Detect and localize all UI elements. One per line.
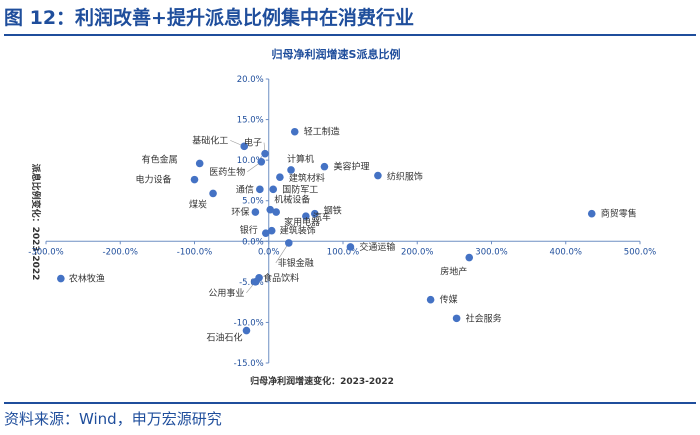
point-label: 轻工制造 [304, 126, 340, 138]
x-tick-label: 200.0% [401, 247, 433, 257]
x-tick-label: -200.0% [103, 247, 138, 257]
y-tick-label: 5.0% [242, 197, 264, 207]
data-point [269, 185, 278, 194]
x-tick-label: 0.0% [258, 247, 280, 257]
data-point [272, 208, 280, 216]
data-point [240, 142, 249, 151]
data-point [290, 127, 299, 136]
y-tick-label: -5.0% [239, 278, 264, 288]
point-label: 电子 [244, 137, 262, 149]
point-label: 家用电器 [284, 216, 320, 228]
chart-title: 归母净利润增速S派息比例 [272, 47, 401, 61]
data-point [587, 209, 596, 218]
data-point [465, 253, 474, 262]
point-label: 传媒 [440, 294, 458, 306]
axes: -300.0% -200.0% -100.0% 0.0% 100.0% 200.0% 300… [28, 75, 656, 369]
scatter-chart: 归母净利润增速S派息比例 归母净利润增速变化：2023-2022 派息比例变化：… [28, 47, 656, 387]
data-point [276, 173, 284, 181]
data-point [251, 208, 260, 216]
data-point [302, 212, 310, 220]
point-label: 钢铁 [324, 205, 342, 217]
data-point [310, 209, 319, 218]
data-point [190, 175, 199, 184]
y-tick-label: -10.0% [234, 318, 264, 328]
y-tick-label: 15.0% [237, 116, 264, 126]
data-point [57, 274, 65, 283]
x-tick-label: 300.0% [475, 247, 507, 257]
figure-title: 图 12：利润改善+提升派息比例集中在消费行业 [4, 2, 696, 36]
point-label: 农林牧渔 [69, 273, 105, 285]
data-point [287, 166, 295, 174]
source-note: 资料来源：Wind，申万宏源研究 [4, 402, 696, 434]
point-label: 石油石化 [206, 332, 242, 344]
point-label: 房地产 [440, 266, 467, 278]
y-tick-label: 0.0% [242, 237, 264, 247]
point-label: 有色金属 [142, 153, 178, 165]
x-tick-label: 500.0% [624, 247, 656, 257]
data-point [251, 278, 260, 286]
y-tick-label: 20.0% [237, 75, 264, 85]
y-tick-label: -15.0% [234, 359, 264, 369]
data-point [256, 185, 264, 194]
point-label: 食品饮料 [263, 272, 299, 284]
data-point [261, 149, 269, 158]
point-label: 通信 [236, 183, 254, 195]
point-label: 非银金融 [278, 257, 314, 269]
point-label: 美容护理 [333, 161, 369, 173]
data-point [266, 205, 275, 214]
x-tick-label: -300.0% [28, 247, 63, 257]
y-axis-title: 派息比例变化：2023-2022 [30, 164, 42, 281]
point-label: 社会服务 [466, 312, 502, 324]
point-label: 机械设备 [274, 194, 310, 206]
data-point [242, 326, 251, 335]
data-point [284, 239, 293, 247]
x-axis-title: 归母净利润增速变化：2023-2022 [250, 375, 394, 387]
point-label: 纺织服饰 [387, 171, 423, 183]
x-tick-label: 400.0% [550, 247, 582, 257]
point-label: 公用事业 [208, 287, 244, 299]
point-label: 煤炭 [189, 198, 207, 210]
data-point [257, 157, 266, 166]
point-label: 电力设备 [135, 174, 171, 186]
point-label: 计算机 [287, 153, 314, 165]
point-label: 建筑材料 [289, 172, 325, 184]
y-tick-label: 10.0% [237, 156, 264, 166]
point-label: 银行 [240, 224, 258, 236]
data-points [57, 127, 596, 335]
point-label: 环保 [231, 206, 249, 218]
leader-line [275, 242, 290, 264]
x-tick-label: -100.0% [177, 247, 212, 257]
data-point [374, 171, 382, 180]
data-point [209, 189, 217, 198]
point-label: 医药生物 [209, 166, 245, 178]
point-label: 交通运输 [359, 241, 395, 253]
point-label: 基础化工 [192, 134, 228, 146]
point-label: 国防军工 [282, 183, 318, 195]
point-label: 建筑装饰 [280, 225, 316, 237]
data-point [346, 243, 355, 251]
point-label: 商贸零售 [601, 208, 637, 220]
data-point [195, 159, 204, 168]
point-label: 汽车 [313, 211, 331, 223]
data-point [452, 314, 461, 323]
data-point [320, 162, 329, 171]
data-point [426, 295, 435, 304]
data-point [261, 229, 270, 237]
x-tick-label: 100.0% [327, 247, 359, 257]
data-point [267, 226, 276, 235]
